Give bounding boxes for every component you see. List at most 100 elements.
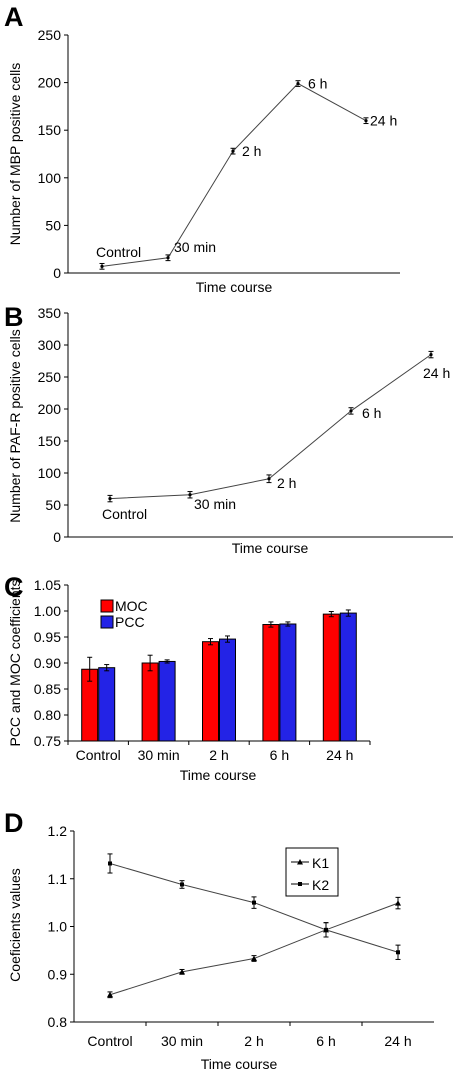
- point-label: 24 h: [370, 113, 397, 129]
- y-tick-label: 1.1: [48, 871, 68, 887]
- point-label: Control: [102, 506, 147, 522]
- series-line-k1: [109, 902, 399, 996]
- y-tick-label: 0.80: [34, 707, 61, 723]
- point-label: 30 min: [174, 239, 216, 255]
- x-axis-title: Time course: [196, 279, 273, 295]
- bar-moc: [262, 624, 280, 742]
- bar-pcc: [219, 638, 236, 742]
- point-label: 2 h: [277, 475, 296, 491]
- data-point-k2: [252, 900, 256, 905]
- bar-moc: [202, 641, 219, 742]
- series-line: [109, 354, 432, 500]
- x-tick-label: 6 h: [270, 747, 289, 763]
- panel-letter: C: [4, 572, 24, 602]
- y-tick-label: 150: [38, 433, 62, 449]
- data-point: [429, 353, 433, 357]
- bar-pcc: [339, 612, 357, 742]
- legend-box: [285, 847, 339, 897]
- y-tick-label: 1.05: [34, 577, 61, 593]
- y-axis-title: Coeficients values: [7, 868, 23, 982]
- x-axis-title: Time course: [201, 1056, 278, 1072]
- y-tick-label: 0.85: [34, 681, 61, 697]
- y-tick-label: 100: [38, 465, 62, 481]
- data-point: [166, 256, 170, 260]
- x-tick-label: Control: [87, 1033, 132, 1049]
- data-point: [231, 149, 235, 153]
- data-point-k2: [324, 927, 328, 932]
- data-point-k2: [396, 950, 400, 955]
- y-tick-label: 50: [45, 217, 61, 233]
- data-point: [349, 409, 353, 413]
- y-tick-label: 1.00: [34, 603, 61, 619]
- y-tick-label: 350: [38, 305, 62, 321]
- y-tick-label: 0.8: [48, 1014, 68, 1030]
- x-tick-label: 30 min: [161, 1033, 203, 1049]
- y-tick-label: 0.95: [34, 629, 61, 645]
- y-tick-label: 1.2: [48, 823, 68, 839]
- data-point-k1: [107, 991, 113, 998]
- legend-swatch-moc: [100, 599, 114, 613]
- y-tick-label: 200: [38, 401, 62, 417]
- data-point: [267, 477, 271, 481]
- bar-moc: [141, 662, 159, 742]
- y-axis-title: Number of PAF-R positive cells: [7, 329, 23, 522]
- legend-label: PCC: [115, 614, 145, 630]
- data-point: [364, 119, 368, 123]
- y-tick-label: 0.9: [48, 966, 68, 982]
- panel-a: A 0 50 100 150 200 250 Time course Number of MBP…: [4, 2, 400, 295]
- x-tick-label: 24 h: [326, 747, 353, 763]
- y-tick-label: 50: [45, 497, 61, 513]
- data-point-k1: [251, 955, 257, 961]
- panel-d: D 0.8 0.9 1.0 1.1 1.2 Time course Coeficients v…: [4, 808, 434, 1072]
- legend-label: K1: [312, 855, 329, 871]
- y-tick-label: 0: [53, 529, 61, 545]
- data-point-k1: [179, 968, 185, 975]
- y-tick-label: 0.75: [34, 733, 61, 749]
- y-tick-label: 250: [38, 27, 62, 43]
- bar-pcc: [158, 660, 176, 742]
- legend-swatch-pcc: [100, 615, 114, 629]
- panel-b: B 0 50 100 150 200 250 300 350 Time course Number …: [4, 302, 453, 556]
- x-tick-label: 6 h: [316, 1033, 335, 1049]
- data-point: [100, 264, 104, 268]
- y-tick-label: 1.0: [48, 919, 68, 935]
- x-tick-label: Control: [76, 747, 121, 763]
- legend-marker-triangle: [297, 859, 303, 865]
- x-axis-title: Time course: [232, 540, 309, 556]
- legend-marker-square: [298, 882, 302, 886]
- y-tick-label: 150: [38, 122, 62, 138]
- y-axis-title: PCC and MOC coefficients: [7, 579, 23, 746]
- data-point: [188, 493, 192, 497]
- point-label: Control: [96, 244, 141, 260]
- point-label: 6 h: [308, 76, 327, 92]
- panel-letter: B: [4, 302, 24, 332]
- y-tick-label: 100: [38, 170, 62, 186]
- x-tick-label: 30 min: [138, 747, 180, 763]
- data-point-k1: [395, 900, 401, 906]
- x-tick-label: 24 h: [384, 1033, 411, 1049]
- y-axis-title: Number of MBP positive cells: [7, 63, 23, 246]
- y-tick-label: 0: [53, 265, 61, 281]
- legend-label: K2: [312, 877, 329, 893]
- panel-letter: A: [4, 2, 24, 32]
- point-label: 2 h: [242, 143, 261, 159]
- y-tick-label: 250: [38, 369, 62, 385]
- panel-c: C Time course PCC and MOC coefficients 0.75…: [4, 572, 371, 783]
- data-point-k2: [108, 861, 112, 866]
- x-tick-label: 2 h: [244, 1033, 263, 1049]
- bar-moc: [322, 613, 340, 742]
- panel-letter: D: [4, 808, 24, 838]
- point-label: 24 h: [423, 365, 450, 381]
- data-point: [108, 497, 112, 501]
- legend-label: MOC: [115, 598, 148, 614]
- bar-pcc: [98, 667, 116, 742]
- y-tick-label: 300: [38, 337, 62, 353]
- series-line: [101, 82, 367, 267]
- bar-pcc: [279, 623, 297, 742]
- x-axis-title: Time course: [180, 767, 257, 783]
- y-tick-label: 200: [38, 75, 62, 91]
- x-tick-label: 2 h: [209, 747, 228, 763]
